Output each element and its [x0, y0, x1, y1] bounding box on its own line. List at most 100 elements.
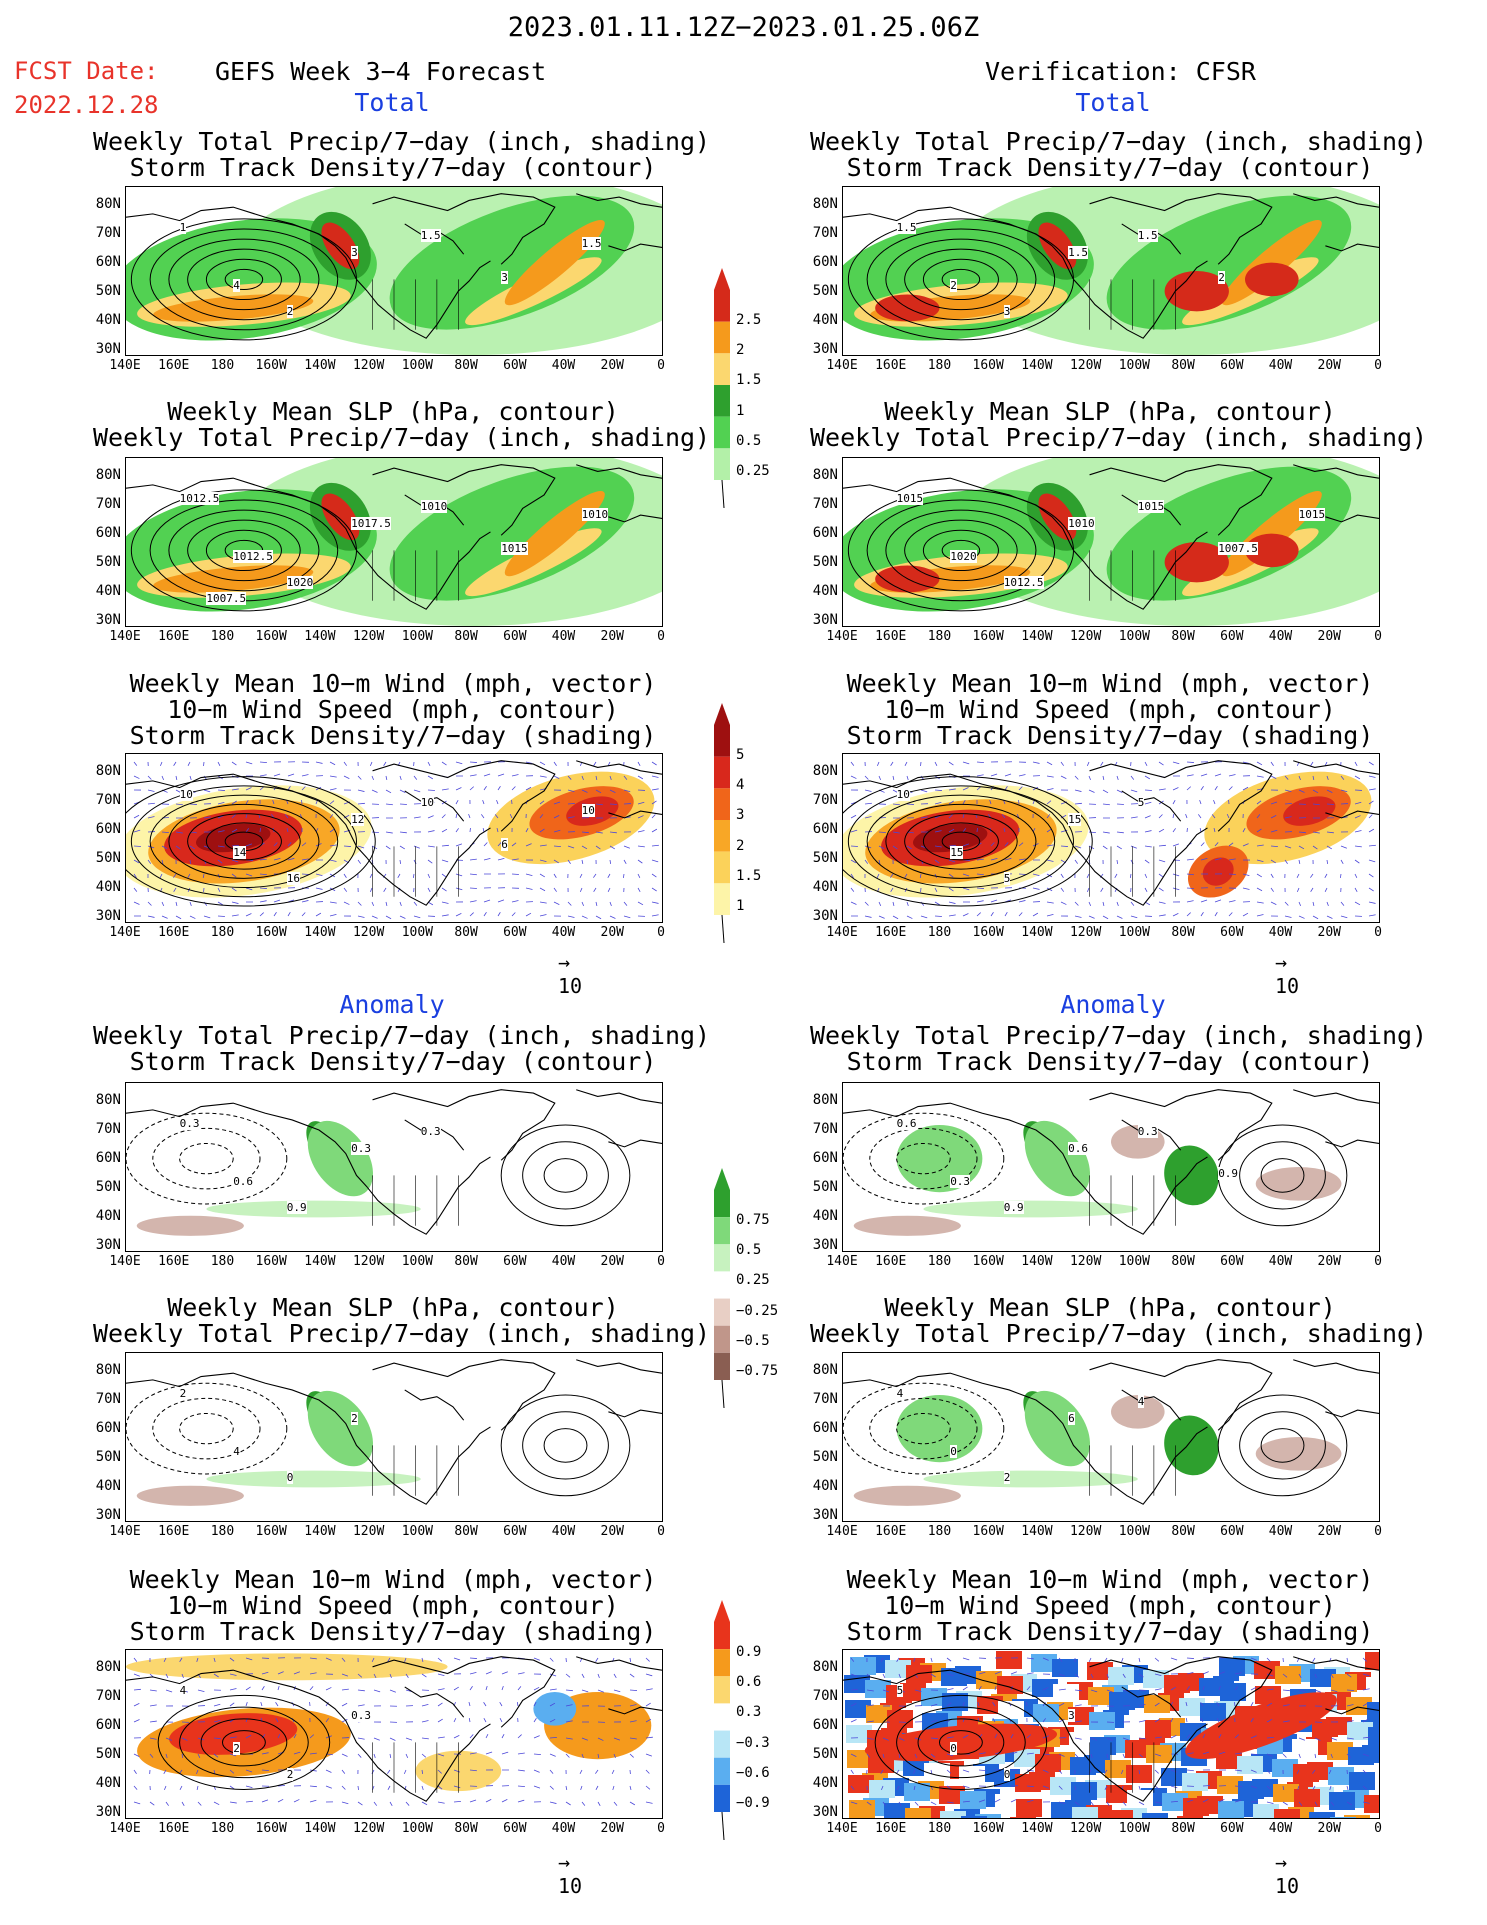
lon-label: 160W: [255, 1821, 287, 1836]
coastline-2: [372, 1359, 556, 1431]
lat-label: 80N: [95, 196, 121, 212]
lon-label: 140W: [304, 1821, 336, 1836]
lon-label: 80W: [454, 925, 478, 940]
coastline-4: [1325, 1139, 1379, 1148]
fc-anom-slp-map: 2 4 0 2: [125, 1352, 663, 1522]
contour-label: 0.9: [1003, 1200, 1024, 1214]
lat-label: 60N: [95, 821, 121, 837]
contour-label: 3: [351, 245, 358, 259]
coastline-5: [404, 790, 465, 822]
lon-label: 20W: [600, 358, 624, 373]
coastline-0: [843, 773, 1085, 859]
coastline-5: [404, 1389, 465, 1421]
coastline-3: [1293, 1359, 1379, 1374]
lat-label: 40N: [95, 1208, 121, 1224]
date-range-title: 2023.01.11.12Z−2023.01.25.06Z: [507, 12, 980, 43]
contour-label: 1.5: [1137, 229, 1158, 242]
colorbar-label: 0.3: [736, 1704, 762, 1721]
section-total-right: Total: [1075, 88, 1151, 117]
contour-label: 1010: [420, 500, 448, 513]
lat-label: 80N: [95, 1092, 121, 1108]
vector-ref-right-1: → 10: [1275, 950, 1300, 998]
coastline-4: [608, 243, 662, 252]
lat-label: 30N: [812, 908, 838, 924]
coastline-1: [366, 1156, 491, 1235]
contour-label: 2: [233, 1742, 240, 1756]
lat-label: 70N: [95, 1121, 121, 1137]
lat-label: 40N: [812, 583, 838, 599]
lon-label: 40W: [551, 925, 576, 940]
coastline-2: [1089, 760, 1273, 832]
contour-label: 0.3: [950, 1175, 971, 1189]
lat-label: 40N: [812, 1478, 838, 1494]
lon-label: 60W: [1220, 358, 1244, 373]
fc-total-precip-title-2: Storm Track Density/7−day (contour): [129, 153, 657, 182]
lon-label: 60W: [1220, 1254, 1244, 1269]
coastline-0: [843, 1669, 1085, 1755]
fc-anom-precip-title-1: Weekly Total Precip/7−day (inch, shading…: [93, 1021, 711, 1050]
contour-label: 15: [1068, 812, 1082, 826]
colorbar-label: 1: [736, 402, 745, 419]
lon-label: 180: [210, 1821, 235, 1836]
contour-label: 1020: [950, 550, 977, 564]
lon-label: 80W: [1171, 1524, 1195, 1539]
lat-label: 30N: [95, 908, 121, 924]
lon-label: 180: [927, 1524, 952, 1539]
colorbar-label: 0.6: [736, 1674, 762, 1691]
lat-label: 70N: [812, 225, 838, 241]
coastline-3: [576, 1359, 662, 1374]
fc-total-precip-title-1: Weekly Total Precip/7−day (inch, shading…: [93, 127, 711, 156]
lon-label: 40W: [1268, 1524, 1293, 1539]
lat-label: 70N: [95, 225, 121, 241]
lon-label: 100W: [1118, 1254, 1151, 1269]
lon-label: 180: [927, 1821, 952, 1836]
lon-label: 60W: [1220, 1524, 1244, 1539]
coastline-0: [126, 1102, 368, 1188]
contour-label: 2: [179, 1386, 187, 1400]
lon-label: 40W: [551, 1254, 576, 1269]
colorbar-label: −0.25: [736, 1302, 779, 1319]
coastline-3: [576, 1656, 662, 1671]
lat-label: 60N: [95, 1420, 121, 1436]
contour-label: 4: [233, 279, 240, 293]
lon-label: 100W: [401, 629, 434, 644]
lon-label: 180: [927, 1254, 952, 1269]
lon-label: 160W: [972, 358, 1004, 373]
lat-label: 50N: [95, 554, 121, 570]
lon-label: 120W: [1069, 358, 1102, 373]
contour-label: 0: [1003, 1767, 1011, 1781]
lon-label: 0: [657, 358, 665, 373]
lon-label: 160W: [972, 629, 1004, 644]
colorbar-label: 3: [736, 807, 745, 824]
contour-label: 1012.5: [179, 491, 220, 505]
contour-label: 1.5: [581, 237, 602, 251]
coastline-0: [843, 1102, 1085, 1188]
contour-label: 0: [286, 1470, 294, 1484]
lon-label: 160E: [158, 1821, 190, 1836]
vf-anom-precip-map: 0.6 0.3 0.9 0.6 0.3 0.9: [842, 1082, 1380, 1252]
vf-anom-wind-title-3: Storm Track Density/7−day (shading): [846, 1617, 1374, 1646]
lat-label: 50N: [812, 1746, 838, 1762]
lon-label: 40W: [551, 1821, 576, 1836]
lat-label: 40N: [812, 312, 838, 328]
lon-label: 40W: [1268, 358, 1293, 373]
coastline-0: [126, 1372, 368, 1458]
lon-label: 100W: [1118, 358, 1151, 373]
lon-label: 160E: [875, 1254, 907, 1269]
lon-label: 160W: [255, 1524, 287, 1539]
lat-label: 50N: [95, 283, 121, 299]
lat-label: 60N: [812, 1150, 838, 1166]
lat-label: 50N: [95, 1449, 121, 1465]
coastline-5: [1121, 1389, 1182, 1421]
coastline-3: [1293, 464, 1379, 479]
lon-label: 100W: [1118, 1821, 1151, 1836]
vf-total-wind-title-2: 10−m Wind Speed (mph, contour): [884, 695, 1336, 724]
fc-anom-wind-map: 4 2 2 0.3: [125, 1649, 663, 1819]
lon-label: 140W: [304, 925, 336, 940]
contour-label: 5: [896, 1683, 904, 1697]
lon-label: 100W: [1118, 629, 1151, 644]
contour-label: 1.5: [420, 229, 441, 242]
lon-label: 160W: [255, 358, 287, 373]
vf-anom-slp-map: 4 0 2 6 4: [842, 1352, 1380, 1522]
colorbar-label: −0.75: [736, 1362, 779, 1379]
